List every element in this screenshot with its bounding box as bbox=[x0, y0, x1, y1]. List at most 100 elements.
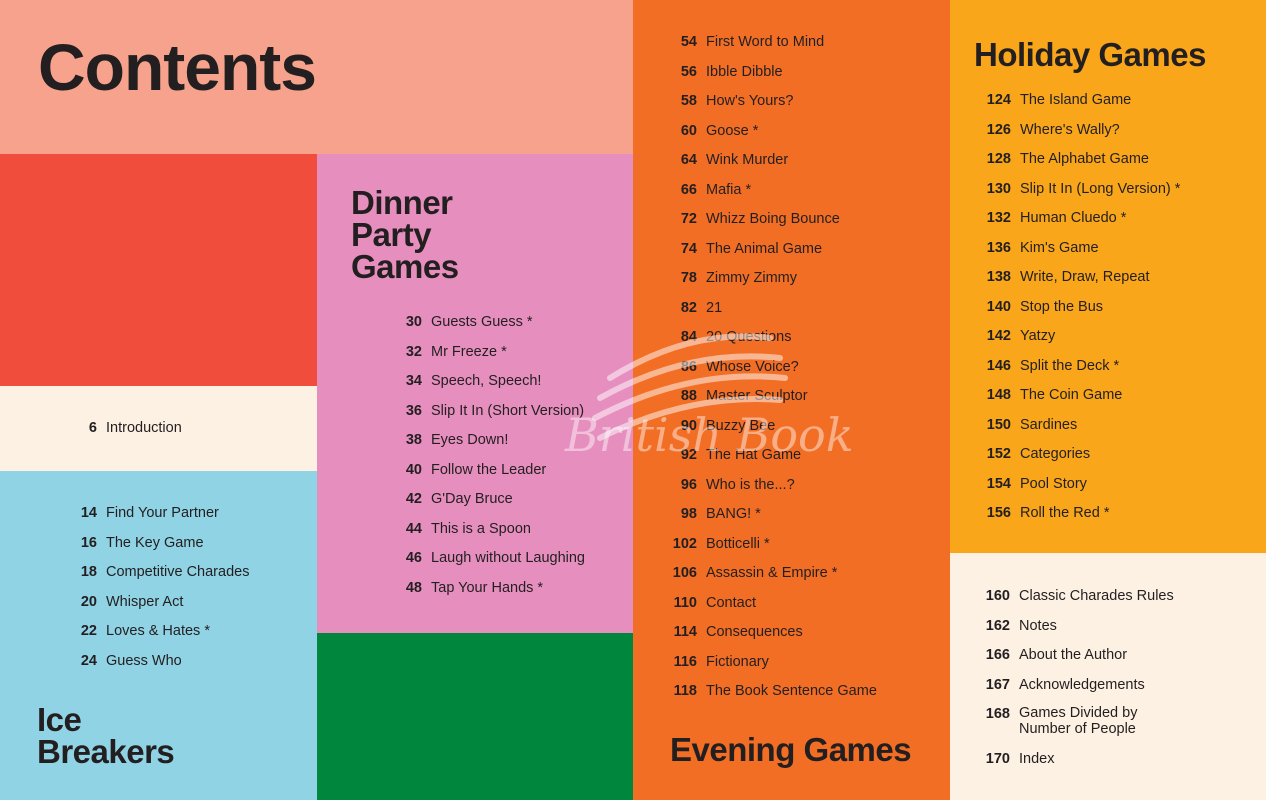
list-item[interactable]: 58 How's Yours? bbox=[660, 92, 877, 122]
entry-title: How's Yours? bbox=[706, 93, 794, 109]
entry-title: Slip It In (Long Version) * bbox=[1020, 180, 1181, 197]
list-item[interactable]: 66 Mafia * bbox=[660, 181, 877, 211]
list-item[interactable]: 22 Loves & Hates * bbox=[60, 622, 249, 652]
list-item[interactable]: 116 Fictionary bbox=[660, 653, 877, 683]
list-item[interactable]: 40 Follow the Leader bbox=[385, 461, 585, 491]
list-item[interactable]: 140 Stop the Bus bbox=[978, 298, 1180, 328]
entry-title: Yatzy bbox=[1020, 328, 1056, 344]
list-item[interactable]: 46 Laugh without Laughing bbox=[385, 549, 585, 579]
list-item[interactable]: 90 Buzzy Bee bbox=[660, 417, 877, 447]
page-number: 96 bbox=[680, 476, 697, 493]
list-item[interactable]: 32 Mr Freeze * bbox=[385, 343, 585, 373]
list-item[interactable]: 154 Pool Story bbox=[978, 475, 1180, 505]
list-item[interactable]: 96 Who is the...? bbox=[660, 476, 877, 506]
list-item[interactable]: 146 Split the Deck * bbox=[978, 357, 1180, 387]
entry-title: Find Your Partner bbox=[106, 505, 219, 521]
list-item[interactable]: 6 Introduction bbox=[60, 419, 182, 449]
entry-title: Botticelli * bbox=[706, 535, 770, 552]
list-item[interactable]: 60 Goose * bbox=[660, 122, 877, 152]
page-number: 142 bbox=[986, 328, 1011, 344]
entry-title: Speech, Speech! bbox=[431, 373, 542, 389]
page-number: 110 bbox=[673, 594, 697, 611]
entry-title: Competitive Charades bbox=[106, 564, 250, 580]
list-item[interactable]: 132 Human Cluedo * bbox=[978, 209, 1180, 239]
list-item[interactable]: 136 Kim's Game bbox=[978, 239, 1180, 269]
entry-title: The Key Game bbox=[106, 534, 204, 551]
list-item[interactable]: 138 Write, Draw, Repeat bbox=[978, 268, 1180, 298]
list-item[interactable]: 86 Whose Voice? bbox=[660, 358, 877, 388]
list-item[interactable]: 118 The Book Sentence Game bbox=[660, 682, 877, 712]
page-number: 166 bbox=[985, 647, 1010, 663]
page-number: 84 bbox=[680, 329, 697, 345]
entry-title: Buzzy Bee bbox=[706, 417, 776, 434]
entry-title: Mr Freeze * bbox=[431, 343, 507, 360]
list-item[interactable]: 42 G'Day Bruce bbox=[385, 490, 585, 520]
list-item[interactable]: 162 Notes bbox=[977, 617, 1174, 647]
page-number: 116 bbox=[673, 653, 697, 670]
entry-title: Pool Story bbox=[1020, 475, 1087, 492]
entry-title: The Book Sentence Game bbox=[706, 683, 877, 699]
page-number: 118 bbox=[673, 683, 697, 699]
list-item[interactable]: 160 Classic Charades Rules bbox=[977, 587, 1174, 617]
page-number: 6 bbox=[88, 420, 97, 436]
entry-title: The Hat Game bbox=[706, 447, 802, 463]
list-item[interactable]: 16 The Key Game bbox=[60, 534, 249, 564]
list-item[interactable]: 156 Roll the Red * bbox=[978, 504, 1180, 534]
entry-title: 20 Questions bbox=[706, 329, 792, 345]
list-item[interactable]: 110 Contact bbox=[660, 594, 877, 624]
list-item[interactable]: 92 The Hat Game bbox=[660, 446, 877, 476]
entry-title: Classic Charades Rules bbox=[1019, 588, 1174, 604]
list-item[interactable]: 102 Botticelli * bbox=[660, 535, 877, 565]
entry-title: Whizz Boing Bounce bbox=[706, 211, 840, 227]
entry-title: Categories bbox=[1020, 446, 1091, 462]
list-item[interactable]: 130 Slip It In (Long Version) * bbox=[978, 180, 1181, 210]
list-item[interactable]: 128 The Alphabet Game bbox=[978, 150, 1180, 180]
list-item[interactable]: 88 Master Sculptor bbox=[660, 387, 877, 417]
page-number: 138 bbox=[986, 269, 1011, 285]
list-item[interactable]: 84 20 Questions bbox=[660, 328, 877, 358]
list-item[interactable]: 166 About the Author bbox=[977, 646, 1174, 676]
list-item[interactable]: 14 Find Your Partner bbox=[60, 504, 249, 534]
page-number: 78 bbox=[680, 270, 697, 286]
list-item[interactable]: 142 Yatzy bbox=[978, 327, 1180, 357]
list-item[interactable]: 114 Consequences bbox=[660, 623, 877, 653]
list-item[interactable]: 38 Eyes Down! bbox=[385, 431, 585, 461]
entry-title: First Word to Mind bbox=[706, 34, 825, 50]
list-item[interactable]: 36 Slip It In (Short Version) bbox=[385, 402, 585, 432]
list-item[interactable]: 167 Acknowledgements bbox=[977, 676, 1174, 706]
holiday-games-title: Holiday Games bbox=[974, 36, 1206, 73]
list-item[interactable]: 56 Ibble Dibble bbox=[660, 63, 877, 93]
list-item[interactable]: 20 Whisper Act bbox=[60, 593, 249, 623]
list-item[interactable]: 78 Zimmy Zimmy bbox=[660, 269, 877, 299]
evening-games-title: Evening Games bbox=[670, 731, 912, 768]
entry-title: Sardines bbox=[1020, 416, 1078, 433]
dinner-party-list: 30 Guests Guess * 32 Mr Freeze * 34 Speech, S… bbox=[385, 313, 585, 608]
entry-title: 21 bbox=[706, 299, 723, 316]
list-item[interactable]: 168 Games Divided by Number of People bbox=[977, 705, 1174, 750]
list-item[interactable]: 170 Index bbox=[977, 750, 1174, 780]
list-item[interactable]: 34 Speech, Speech! bbox=[385, 372, 585, 402]
list-item[interactable]: 124 The Island Game bbox=[978, 91, 1180, 121]
list-item[interactable]: 44 This is a Spoon bbox=[385, 520, 585, 550]
entry-title: Notes bbox=[1019, 617, 1057, 634]
list-item[interactable]: 30 Guests Guess * bbox=[385, 313, 585, 343]
page-number: 64 bbox=[680, 152, 697, 168]
list-item[interactable]: 64 Wink Murder bbox=[660, 151, 877, 181]
list-item[interactable]: 148 The Coin Game bbox=[978, 386, 1180, 416]
list-item[interactable]: 72 Whizz Boing Bounce bbox=[660, 210, 877, 240]
page-number: 126 bbox=[986, 121, 1011, 138]
list-item[interactable]: 54 First Word to Mind bbox=[660, 33, 877, 63]
list-item[interactable]: 74 The Animal Game bbox=[660, 240, 877, 270]
list-item[interactable]: 152 Categories bbox=[978, 445, 1180, 475]
contents-header-block bbox=[0, 0, 633, 154]
list-item[interactable]: 98 BANG! * bbox=[660, 505, 877, 535]
list-item[interactable]: 82 21 bbox=[660, 299, 877, 329]
list-item[interactable]: 48 Tap Your Hands * bbox=[385, 579, 585, 609]
page-number: 32 bbox=[405, 343, 422, 360]
list-item[interactable]: 106 Assassin & Empire * bbox=[660, 564, 877, 594]
list-item[interactable]: 18 Competitive Charades bbox=[60, 563, 250, 593]
page-number: 60 bbox=[680, 122, 697, 139]
list-item[interactable]: 126 Where's Wally? bbox=[978, 121, 1180, 151]
list-item[interactable]: 24 Guess Who bbox=[60, 652, 249, 682]
list-item[interactable]: 150 Sardines bbox=[978, 416, 1180, 446]
